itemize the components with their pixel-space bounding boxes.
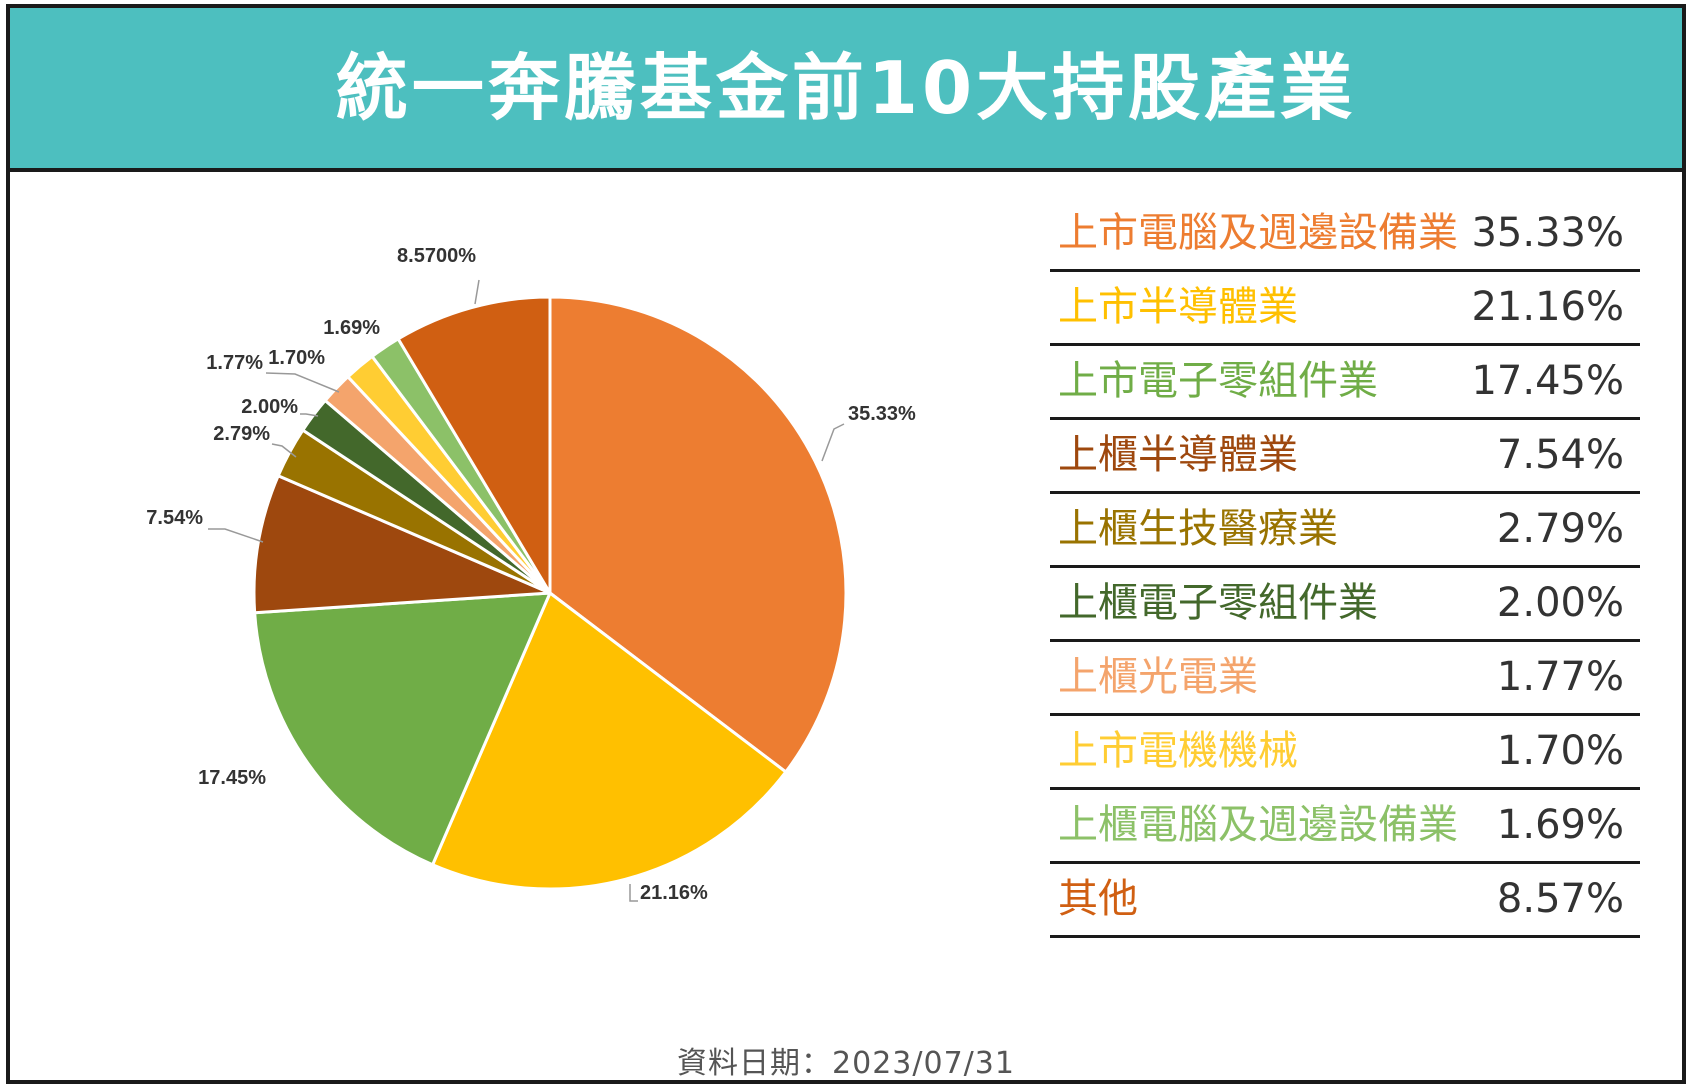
legend-row: 上市電子零組件業 17.45% (1050, 346, 1640, 420)
legend-category-label: 其他 (1058, 876, 1138, 922)
pie-data-label-4: 7.54% (146, 507, 203, 529)
legend-category-label: 上市半導體業 (1058, 284, 1298, 330)
leader-line-7 (265, 372, 340, 393)
pie-leader-lines (208, 279, 845, 902)
legend-value: 1.70% (1496, 728, 1624, 774)
pie-data-label-1: 35.33% (848, 403, 916, 425)
leader-line-4 (208, 528, 264, 543)
legend-row: 上市半導體業 21.16% (1050, 272, 1640, 346)
chart-frame: 統一奔騰基金前10大持股產業 35.33% 21.16% 17.45% 7.54% 2.… (6, 4, 1686, 1084)
legend-value: 8.57% (1496, 876, 1624, 922)
legend-category-label: 上櫃光電業 (1058, 654, 1258, 700)
legend-category-label: 上櫃電腦及週邊設備業 (1058, 802, 1458, 848)
chart-title: 統一奔騰基金前10大持股產業 (335, 46, 1357, 130)
legend-value: 17.45% (1471, 358, 1624, 404)
pie-data-label-7: 1.77% (206, 352, 263, 374)
pie-data-label-5: 2.79% (213, 423, 270, 445)
legend-value: 2.79% (1496, 506, 1624, 552)
legend-row: 上櫃生技醫療業 2.79% (1050, 494, 1640, 568)
leader-line-6 (300, 413, 319, 417)
legend-category-label: 上市電機機械 (1058, 728, 1298, 774)
pie-slice-3 (253, 591, 552, 867)
pie-slice-4 (252, 474, 552, 615)
leader-line-10 (474, 279, 480, 305)
pie-data-label-10: 8.5700% (397, 245, 476, 267)
legend-category-label: 上市電腦及週邊設備業 (1058, 210, 1458, 256)
title-banner: 統一奔騰基金前10大持股產業 (10, 8, 1682, 172)
legend-table: 上市電腦及週邊設備業 35.33% 上市半導體業 21.16% 上市電子零組件業 17.4… (1050, 198, 1640, 938)
pie-labels: 35.33%21.16%17.45%7.54%2.79%2.00%1.77% 1.… (146, 245, 916, 904)
pie-chart: 35.33%21.16%17.45%7.54%2.79%2.00%1.77% 1.… (146, 245, 916, 904)
pie-data-label-6: 2.00% (241, 396, 298, 418)
legend-row: 上市電機機械 1.70% (1050, 716, 1640, 790)
leader-line-5 (271, 443, 297, 458)
legend-row: 上櫃半導體業 7.54% (1050, 420, 1640, 494)
pie-data-label-2: 21.16% (640, 882, 708, 904)
leader-line-2 (629, 884, 638, 902)
legend-category-label: 上櫃半導體業 (1058, 432, 1298, 478)
legend-row: 上櫃電子零組件業 2.00% (1050, 568, 1640, 642)
pie-data-label-8: 1.70% (268, 347, 325, 369)
pie-slice-1 (548, 295, 848, 774)
legend-value: 7.54% (1496, 432, 1624, 478)
legend-category-label: 上櫃電子零組件業 (1058, 580, 1378, 626)
legend-value: 2.00% (1496, 580, 1624, 626)
legend-value: 21.16% (1471, 284, 1624, 330)
pie-slice-10 (396, 295, 552, 595)
legend-row: 其他 8.57% (1050, 864, 1640, 938)
legend-row: 上櫃電腦及週邊設備業 1.69% (1050, 790, 1640, 864)
leader-line-1 (821, 423, 845, 462)
legend-value: 1.77% (1496, 654, 1624, 700)
legend-row: 上櫃光電業 1.77% (1050, 642, 1640, 716)
legend-value: 1.69% (1496, 802, 1624, 848)
pie-data-label-9: 1.69% (323, 317, 380, 339)
legend-row: 上市電腦及週邊設備業 35.33% (1050, 198, 1640, 272)
legend-category-label: 上櫃生技醫療業 (1058, 506, 1338, 552)
legend-value: 35.33% (1471, 210, 1624, 256)
pie-data-label-3: 17.45% (198, 767, 266, 789)
pie-slice-2 (431, 591, 788, 891)
legend-category-label: 上市電子零組件業 (1058, 358, 1378, 404)
data-date-note: 資料日期：2023/07/31 (677, 1046, 1015, 1081)
pie-slices (252, 295, 848, 891)
